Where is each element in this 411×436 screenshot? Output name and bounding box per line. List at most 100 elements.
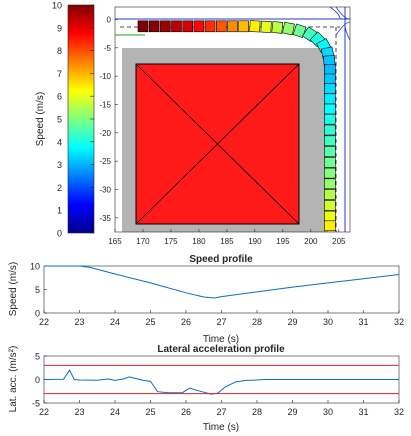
x-tick-label: 27 (216, 317, 226, 327)
trajectory-marker (324, 189, 336, 200)
trajectory-marker (204, 20, 216, 33)
speed-series-line (44, 265, 400, 299)
x-tick-label: 27 (216, 407, 226, 417)
x-tick-label: 24 (110, 407, 120, 417)
map-x-tick-label: 165 (108, 237, 122, 246)
trajectory-marker (292, 23, 307, 38)
x-tick-label: 23 (74, 317, 84, 327)
obstacle-box (135, 63, 300, 225)
trajectory-marker (324, 200, 336, 211)
trajectory-marker (324, 113, 336, 125)
trajectory-marker (271, 21, 284, 34)
trajectory-marker (182, 20, 193, 33)
x-tick-label: 32 (394, 407, 404, 417)
trajectory-marker (137, 20, 149, 33)
trajectory-marker (324, 167, 336, 179)
map-x-tick-label: 180 (192, 237, 206, 246)
trajectory-marker (148, 20, 160, 33)
trajectory-marker (324, 178, 336, 190)
speed-axes-frame (43, 265, 400, 314)
colorbar-tick-label: 1 (57, 206, 62, 216)
trajectory-marker (324, 93, 336, 105)
map-y-tick-label: -30 (99, 185, 111, 194)
x-tick-label: 26 (181, 407, 191, 417)
map-y-tick-label: -10 (99, 72, 111, 81)
colorbar-tick-label: 3 (57, 160, 62, 170)
colorbar-tick-label: 5 (57, 115, 62, 125)
colorbar-tick-label: 0 (57, 229, 62, 239)
trajectory-marker (227, 20, 238, 33)
x-tick-label: 30 (323, 317, 333, 327)
x-tick-label: 22 (39, 317, 49, 327)
x-tick-label: 28 (252, 407, 262, 417)
colorbar-ticks: 0 1 2 3 4 5 6 7 8 9 10 (52, 1, 94, 239)
map-x-tick-label: 205 (332, 237, 346, 246)
speed-ylabel: Speed (m/s) (8, 262, 19, 316)
colorbar-gradient (68, 5, 94, 233)
x-tick-label: 32 (394, 317, 404, 327)
trajectory-marker (324, 146, 336, 157)
x-tick-label: 24 (110, 317, 120, 327)
map-y-ticks: 0 -5 -10 -15 -20 -25 -30 -35 (99, 15, 118, 223)
map-y-tick-label: -25 (99, 157, 111, 166)
x-tick-label: 29 (287, 317, 297, 327)
map-x-tick-label: 170 (136, 237, 150, 246)
map-x-tick-label: 190 (248, 237, 262, 246)
trajectory-marker (324, 64, 336, 75)
colorbar-tick-label: 10 (52, 1, 62, 11)
speed-profile-title: Speed profile (189, 254, 253, 265)
map-x-tick-label: 175 (164, 237, 178, 246)
trajectory-marker (171, 20, 182, 33)
lat-acc-series (43, 364, 399, 395)
lat-acc-plot: Lateral acceleration profile 22 23 24 25 26 2… (8, 344, 404, 433)
x-tick-label: 25 (145, 407, 155, 417)
colorbar-tick-label: 6 (57, 92, 62, 102)
trajectory-marker (324, 135, 336, 147)
map-axes-frame (114, 6, 351, 233)
y-tick-label: 0 (35, 309, 40, 319)
y-tick-label: 0 (35, 375, 40, 385)
x-tick-label: 22 (39, 407, 49, 417)
map-y-tick-label: -15 (99, 100, 111, 109)
x-tick-label: 25 (145, 317, 155, 327)
x-tick-label: 23 (74, 407, 84, 417)
map-x-tick-label: 185 (220, 237, 234, 246)
trajectory-marker (324, 210, 336, 222)
colorbar-tick-label: 8 (57, 46, 62, 56)
map-x-ticks: 165 170 175 180 185 190 195 200 205 (108, 229, 346, 246)
trajectory-marker (324, 83, 336, 94)
speed-xlabel: Time (s) (203, 334, 239, 345)
y-tick-label: 10 (30, 262, 40, 272)
map-y-tick-label: -5 (104, 44, 112, 53)
colorbar-tick-label: 4 (57, 137, 62, 147)
x-tick-label: 29 (287, 407, 297, 417)
trajectory-markers (137, 20, 336, 232)
speed-ticks: 22 23 24 25 26 27 28 29 30 31 32 0 5 10 (30, 262, 404, 328)
trajectory-marker (324, 73, 336, 85)
x-tick-label: 28 (252, 317, 262, 327)
x-tick-label: 31 (358, 407, 368, 417)
trajectory-marker (249, 20, 261, 33)
speed-profile-plot: Speed profile 22 23 24 25 26 27 28 29 30 31 32 0 5 10… (8, 254, 404, 345)
map-plot: 165 170 175 180 185 190 195 200 205 0 -5 -10 -15 -20… (99, 6, 351, 246)
trajectory-marker (324, 103, 336, 115)
trajectory-marker (282, 21, 295, 36)
trajectory-marker (324, 157, 336, 168)
lat-acc-ticks: 22 23 24 25 26 27 28 29 30 31 32 -5 0 5 (32, 352, 404, 418)
intersection-arcs (329, 7, 350, 41)
trajectory-marker (324, 220, 336, 232)
x-tick-label: 26 (181, 317, 191, 327)
trajectory-marker (324, 124, 336, 136)
y-tick-label: 5 (35, 285, 40, 295)
lat-acc-title: Lateral acceleration profile (157, 344, 285, 355)
colorbar-tick-label: 2 (57, 183, 62, 193)
trajectory-marker (260, 20, 272, 33)
colorbar: 0 1 2 3 4 5 6 7 8 9 10 Speed (m/s) (35, 1, 95, 239)
lat-acc-ylabel: Lat. acc. (m/s²) (8, 346, 19, 413)
lat-acc-series-line (43, 369, 399, 395)
map-y-tick-label: -20 (99, 129, 111, 138)
obstacle-diagonal-2 (135, 63, 300, 225)
x-tick-label: 31 (358, 317, 368, 327)
trajectory-marker (160, 20, 171, 33)
